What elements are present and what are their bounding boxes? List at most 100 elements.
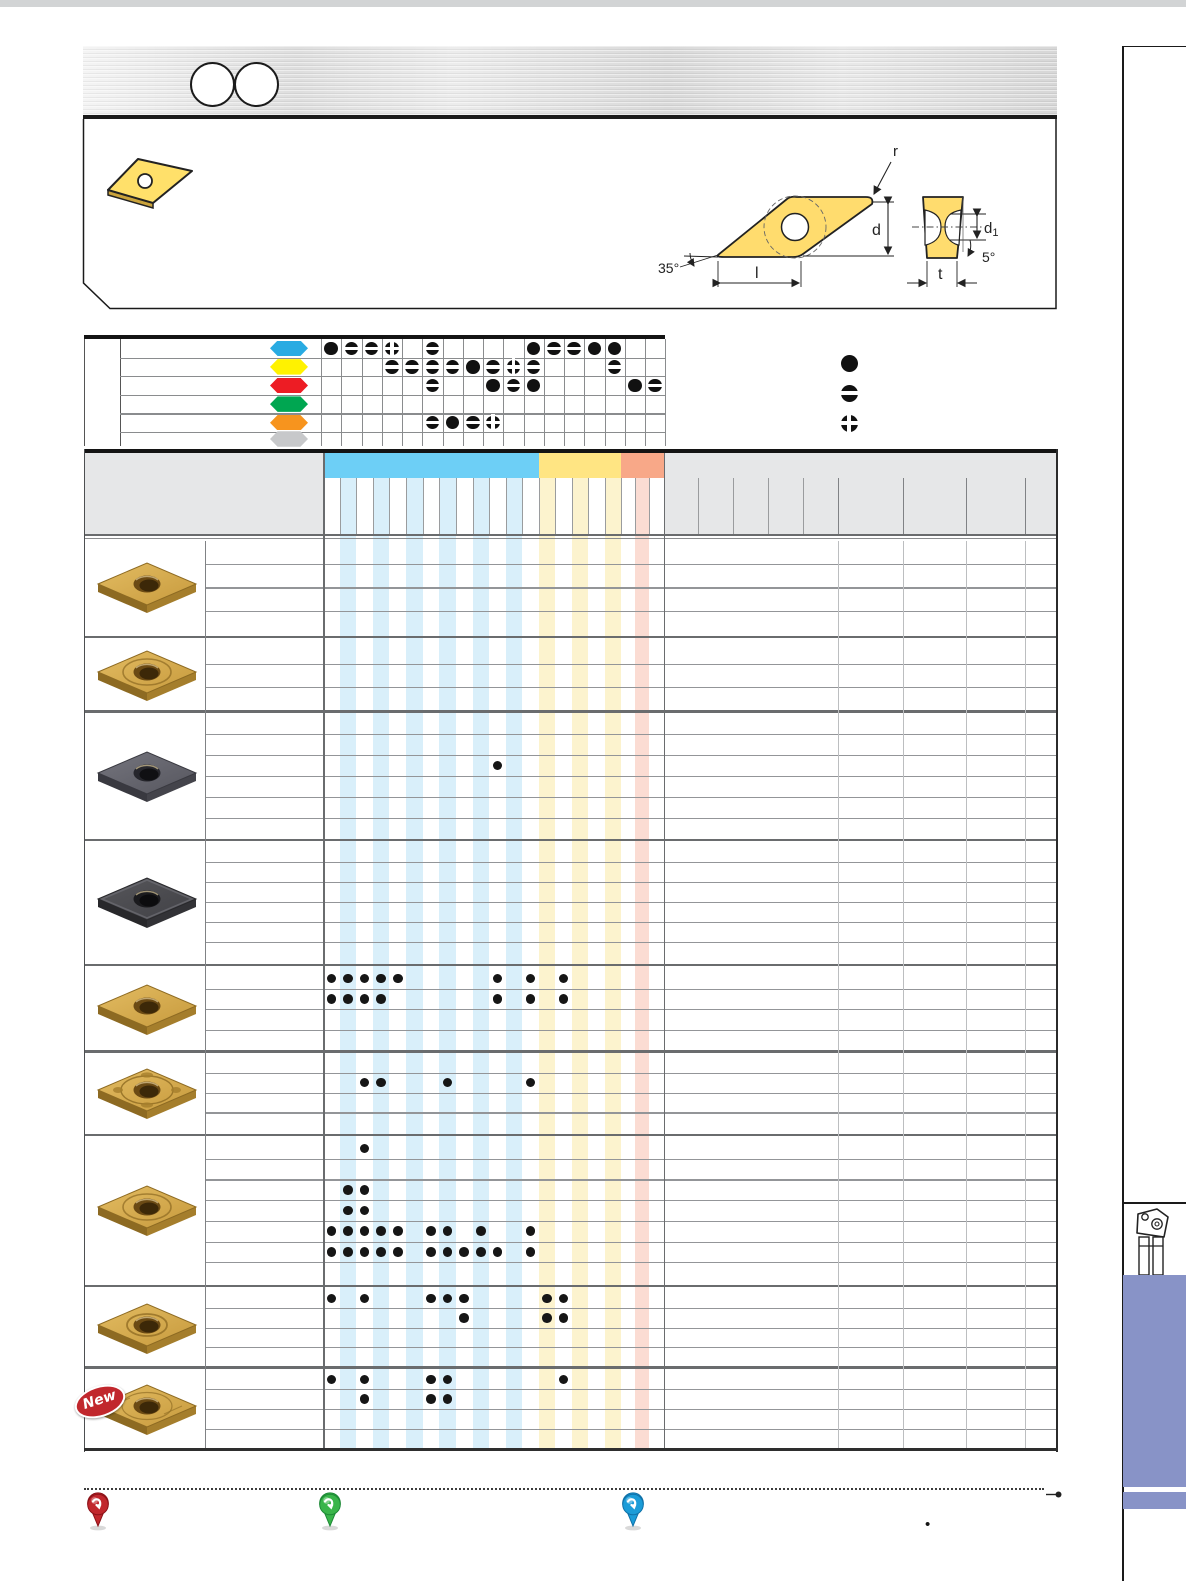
insert-photo-gold-breaker [92,1178,202,1242]
availability-dot [343,1184,353,1195]
availability-dot [376,1226,386,1236]
third-choice-quarter-dot [504,358,523,376]
table-right-border [1056,449,1058,1452]
table-left-border [84,449,86,1452]
header-subline [903,478,905,534]
col-line-matrix [323,453,325,1448]
insert-photo-gold-molded [92,1061,202,1125]
dim-label-d1: d1 [984,220,998,239]
second-choice-half-dot [423,341,442,356]
first-choice-dot [526,341,541,356]
sidebar-line [1122,46,1124,1581]
header-subline [838,478,840,534]
dim-label-l: l [755,265,759,282]
matrix-grid-hline [120,376,666,378]
matrix-grid-vline [584,339,586,446]
matrix-top-border [84,335,666,339]
sidebar-tab [1123,1275,1186,1487]
row-line [205,1158,1056,1160]
header-subline [422,478,424,534]
header-section-sub [838,478,967,534]
header-subline [588,478,590,534]
availability-dot [343,994,353,1004]
availability-dot [525,994,536,1004]
dim-label-5: 5° [982,249,995,265]
row-line [205,1346,1056,1349]
row-line [205,1241,1056,1243]
availability-dot [426,1293,436,1304]
title-band [83,46,1057,119]
row-line [205,901,1056,903]
sidebar-box-top [1122,46,1186,48]
availability-dot [525,973,536,984]
header-subline [1025,478,1027,534]
material-gray-swatch [270,431,308,447]
header-subline [966,478,968,534]
title-circle-2 [234,62,279,107]
availability-dot [525,1077,536,1088]
material-orange-swatch [270,414,308,431]
matrix-grid-vline [483,339,484,446]
intro-box [82,119,1057,310]
matrix-grid-vline [361,339,363,446]
dim-label-r: r [893,143,898,160]
header-band-salmon [620,453,664,478]
availability-dot [326,973,337,984]
third-choice-quarter-dot [838,412,860,434]
row-line [205,1308,1056,1310]
header-subline [439,478,441,534]
second-choice-half-dot [403,360,421,374]
row-line [205,1029,1056,1031]
availability-dot [558,1313,569,1323]
availability-dot [326,1247,337,1257]
availability-dot [492,760,503,771]
second-choice-half-dot [423,378,442,393]
header-subline [505,478,507,534]
row-line [205,1327,1056,1329]
availability-dot [359,994,370,1004]
availability-dot [359,1394,370,1404]
row-line [205,861,1056,863]
availability-dot [343,1205,353,1216]
second-choice-half-dot [383,360,401,374]
group-separator [84,963,1056,967]
header-double-line-2 [84,538,1056,540]
availability-dot [426,1394,436,1404]
insert-photo-gold-ring [92,1296,202,1360]
header-band-yellow [538,453,621,478]
second-choice-half-dot [362,341,381,356]
matrix-grid-vline [543,339,545,446]
row-line [205,1428,1056,1430]
header-subline [356,478,358,534]
second-choice-half-dot [524,360,543,374]
availability-dot [376,994,386,1004]
second-choice-half-dot [423,415,442,430]
header-subline [733,478,735,534]
group-separator [84,1050,1056,1053]
stripe-yellow [571,478,589,1448]
row-line [205,1220,1056,1222]
first-choice-dot [466,360,480,374]
table-bottom-border [84,1448,1058,1451]
availability-dot [326,1293,337,1304]
stripe-blue [372,478,390,1448]
availability-dot [326,1374,337,1385]
matrix-grid-vline [321,339,322,446]
stripe-blue [339,478,357,1448]
availability-dot [442,1226,453,1236]
row-line [205,686,1056,688]
group-separator [84,710,1056,713]
header-subline [489,478,491,534]
availability-dot [492,994,503,1004]
availability-dot [376,1247,386,1257]
availability-dot [558,1293,569,1304]
row-line [205,1072,1056,1074]
availability-dot [343,1226,353,1236]
dim-label-t: t [938,266,943,283]
matrix-grid-hline [120,413,666,415]
header-subline [522,478,524,534]
availability-dot [359,1077,370,1088]
row-line [205,1200,1056,1202]
material-red-swatch [270,377,308,394]
header-subline [635,478,637,534]
